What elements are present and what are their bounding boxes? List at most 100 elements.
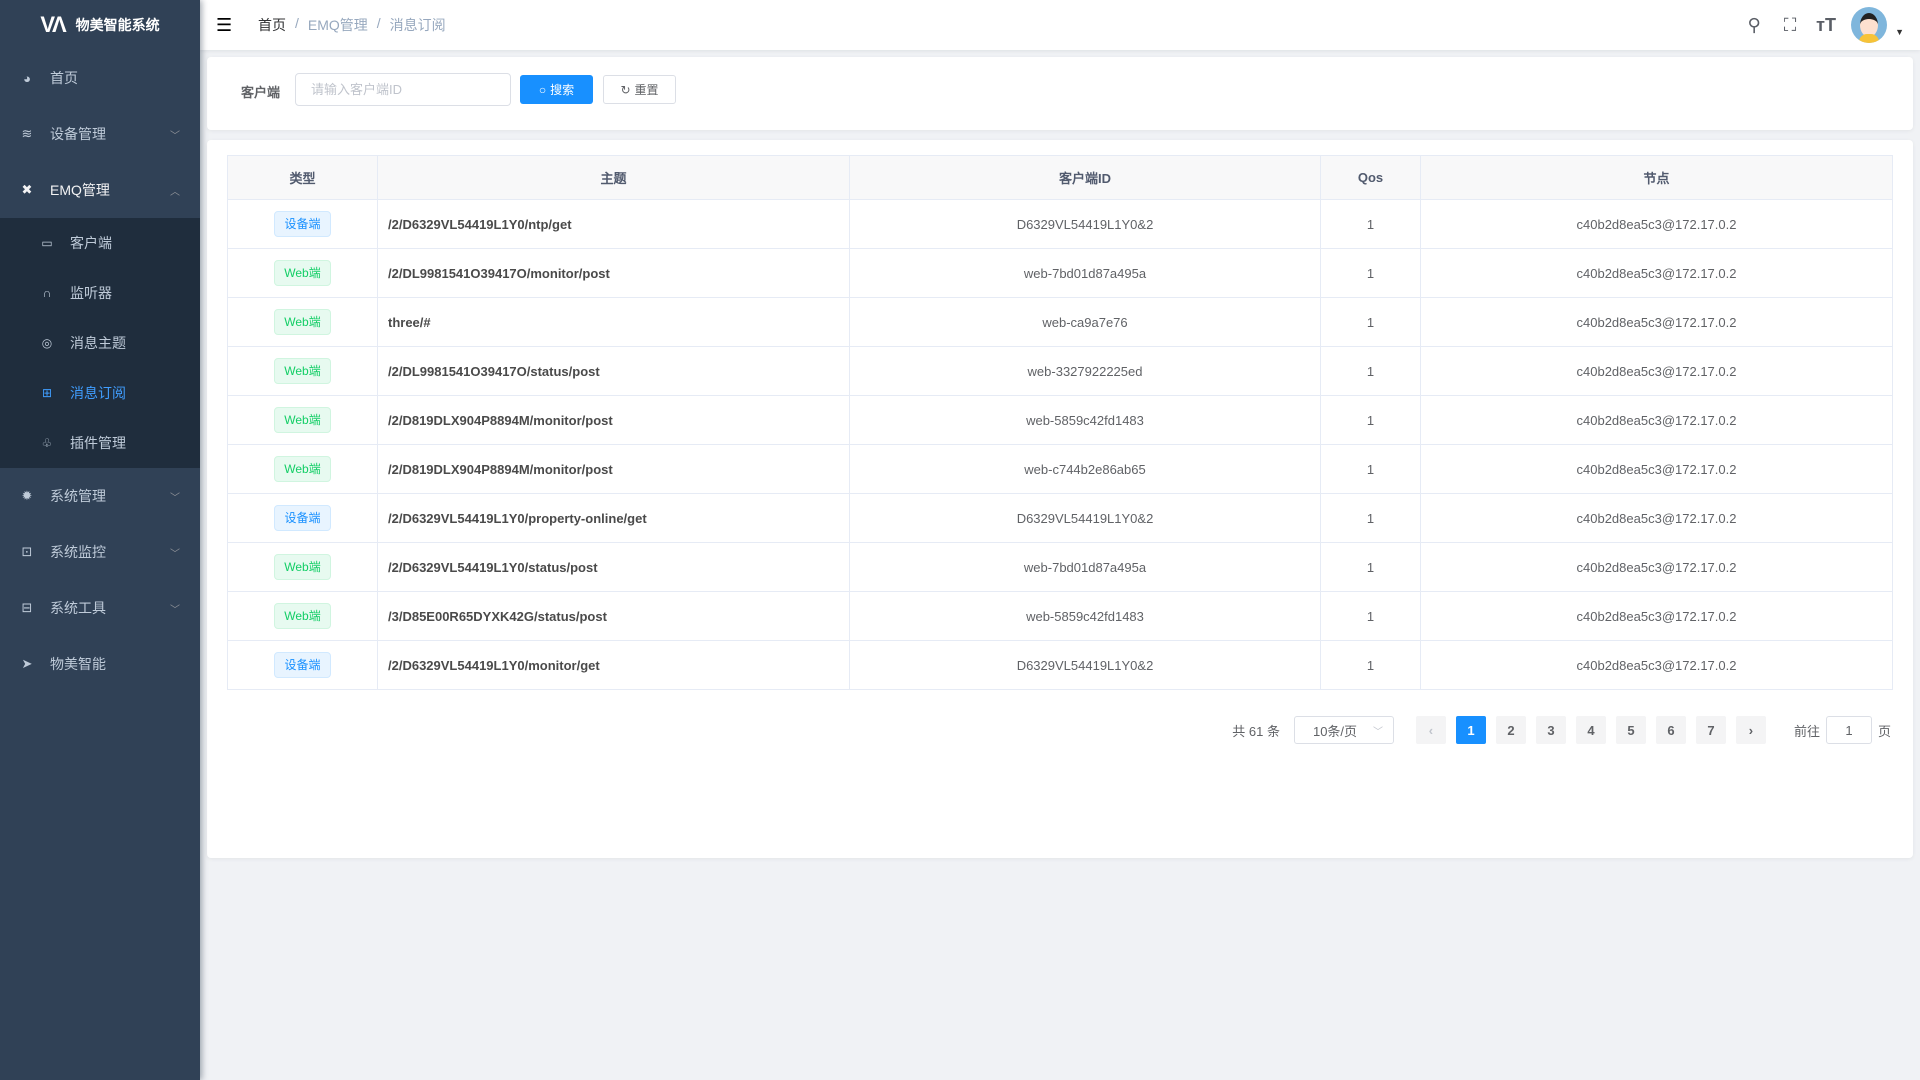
page-button-1[interactable]: 1 [1455,716,1486,744]
headset-icon: ∩ [42,286,52,300]
page-button-2[interactable]: 2 [1495,716,1526,744]
sidebar-item-label: EMQ管理 [50,182,110,198]
paper-plane-icon: ➤ [21,656,33,671]
sidebar-item-label: 系统工具 [50,600,106,616]
sidebar-item-1[interactable]: ≋ 设备管理 ﹀ [0,106,200,162]
chevron-up-icon: ︿ [170,186,180,198]
sidebar-subitem-0[interactable]: ▭ 客户端 [0,218,200,268]
node-cell: c40b2d8ea5c3@172.17.0.2 [1420,248,1893,298]
emq-submenu: ▭ 客户端 ∩ 监听器 ◎ 消息主题 ⊞ 消息订阅 ♧ 插件管理 [0,218,200,468]
total-count: 共 61 条 [1232,723,1280,739]
breadcrumb-current: 消息订阅 [389,17,446,33]
breadcrumb-home[interactable]: 首页 [258,17,286,33]
sidebar-subitem-label: 插件管理 [70,435,126,451]
page-button-6[interactable]: 6 [1655,716,1686,744]
sidebar-item-6[interactable]: ➤ 物美智能 [0,636,200,692]
font-size-icon[interactable]: ᴛT [1816,14,1836,35]
table-row: 设备端 /2/D6329VL54419L1Y0/property-online/… [227,493,1893,543]
monitor-icon: ▭ [41,236,53,250]
fullscreen-icon[interactable]: ⛶ [1783,14,1797,35]
client-label: 客户端 [241,85,281,100]
header-topic: 主题 [377,155,850,200]
type-tag: Web端 [274,456,331,482]
topic-cell: /2/DL9981541O39417O/status/post [377,346,850,396]
type-tag: Web端 [274,358,331,384]
sidebar-item-0[interactable]: ◕ 首页 [0,50,200,106]
client-id-cell: web-c744b2e86ab65 [849,444,1321,494]
table-row: Web端 three/# web-ca9a7e76 1 c40b2d8ea5c3… [227,297,1893,347]
node-cell: c40b2d8ea5c3@172.17.0.2 [1420,395,1893,445]
topic-cell: /2/D6329VL54419L1Y0/status/post [377,542,850,592]
emq-icon: ✖ [21,182,33,197]
sidebar-item-4[interactable]: ⊡ 系统监控 ﹀ [0,524,200,580]
sidebar-item-label: 设备管理 [50,126,106,142]
sidebar-subitem-1[interactable]: ∩ 监听器 [0,268,200,318]
search-icon[interactable]: ⚲ [1747,14,1761,35]
header-qos: Qos [1320,155,1421,200]
client-id-cell: web-5859c42fd1483 [849,395,1321,445]
next-page-button[interactable]: › [1735,716,1766,744]
goto-page-input[interactable] [1825,716,1872,744]
node-cell: c40b2d8ea5c3@172.17.0.2 [1420,542,1893,592]
client-id-cell: D6329VL54419L1Y0&2 [849,199,1321,249]
page-button-4[interactable]: 4 [1575,716,1606,744]
qos-cell: 1 [1320,395,1421,445]
table-row: Web端 /2/D819DLX904P8894M/monitor/post we… [227,444,1893,494]
chevron-down-icon: ﹀ [170,604,180,616]
sidebar-subitem-3[interactable]: ⊞ 消息订阅 [0,368,200,418]
node-cell: c40b2d8ea5c3@172.17.0.2 [1420,493,1893,543]
avatar[interactable] [1851,7,1888,43]
page-button-3[interactable]: 3 [1535,716,1566,744]
subscribe-icon: ⊞ [41,386,53,400]
table-card: 类型 主题 客户端ID Qos 节点 设备端 /2/D6329VL54419L1… [207,140,1913,858]
prev-page-button[interactable]: ‹ [1415,716,1446,744]
client-id-cell: web-3327922225ed [849,346,1321,396]
qos-cell: 1 [1320,346,1421,396]
caret-down-icon[interactable]: ▼ [1895,27,1904,37]
client-id-input[interactable] [295,73,511,106]
header-client-id: 客户端ID [849,155,1321,200]
logo[interactable]: VΛ 物美智能系统 [0,0,200,50]
type-tag: Web端 [274,407,331,433]
page-button-5[interactable]: 5 [1615,716,1646,744]
page-button-7[interactable]: 7 [1695,716,1726,744]
table-row: 设备端 /2/D6329VL54419L1Y0/ntp/get D6329VL5… [227,199,1893,249]
sidebar: VΛ 物美智能系统 ◕ 首页 ≋ 设备管理 ﹀ ✖ EMQ管理 ︿ ▭ 客户端 ∩ 监听器 ◎ 消息主题 ⊞ 消… [0,0,200,1080]
reset-button[interactable]: ↻ 重置 [603,75,676,104]
client-id-cell: web-7bd01d87a495a [849,542,1321,592]
sidebar-subitem-label: 客户端 [70,235,112,251]
qos-cell: 1 [1320,542,1421,592]
topic-cell: three/# [377,297,850,347]
search-icon: ○ [538,82,547,97]
sidebar-item-3[interactable]: ✹ 系统管理 ﹀ [0,468,200,524]
sidebar-subitem-4[interactable]: ♧ 插件管理 [0,418,200,468]
page-size-select[interactable]: 10条/页 ﹀ [1293,716,1394,744]
hamburger-icon[interactable]: ☰ [216,14,233,35]
topic-icon: ◎ [41,336,53,350]
table-row: Web端 /2/D819DLX904P8894M/monitor/post we… [227,395,1893,445]
page-size-value: 10条/页 [1312,723,1358,739]
search-form: 客户端 ○搜索 ↻重置 [207,57,1913,130]
type-tag: Web端 [274,309,331,335]
sidebar-subitem-2[interactable]: ◎ 消息主题 [0,318,200,368]
type-tag: 设备端 [274,211,331,237]
chevron-down-icon: ﹀ [170,130,180,142]
client-id-cell: web-7bd01d87a495a [849,248,1321,298]
logo-mark-icon: VΛ [40,12,66,37]
monitor-chart-icon: ⊡ [21,544,33,559]
node-cell: c40b2d8ea5c3@172.17.0.2 [1420,297,1893,347]
topic-cell: /2/D6329VL54419L1Y0/monitor/get [377,640,850,690]
sidebar-item-2[interactable]: ✖ EMQ管理 ︿ [0,162,200,218]
sidebar-item-label: 首页 [50,70,78,86]
node-cell: c40b2d8ea5c3@172.17.0.2 [1420,444,1893,494]
topic-cell: /2/D819DLX904P8894M/monitor/post [377,444,850,494]
gear-icon: ✹ [21,488,33,503]
goto-label: 前往 [1793,723,1820,739]
table-row: Web端 /2/D6329VL54419L1Y0/status/post web… [227,542,1893,592]
topic-cell: /3/D85E00R65DYXK42G/status/post [377,591,850,641]
search-button[interactable]: ○ 搜索 [520,75,593,104]
sidebar-item-5[interactable]: ⊟ 系统工具 ﹀ [0,580,200,636]
navbar: ☰ 首页 / EMQ管理 / 消息订阅 ⚲ ⛶ ᴛT ▼ [200,0,1920,50]
sidebar-subitem-label: 消息主题 [70,335,126,351]
